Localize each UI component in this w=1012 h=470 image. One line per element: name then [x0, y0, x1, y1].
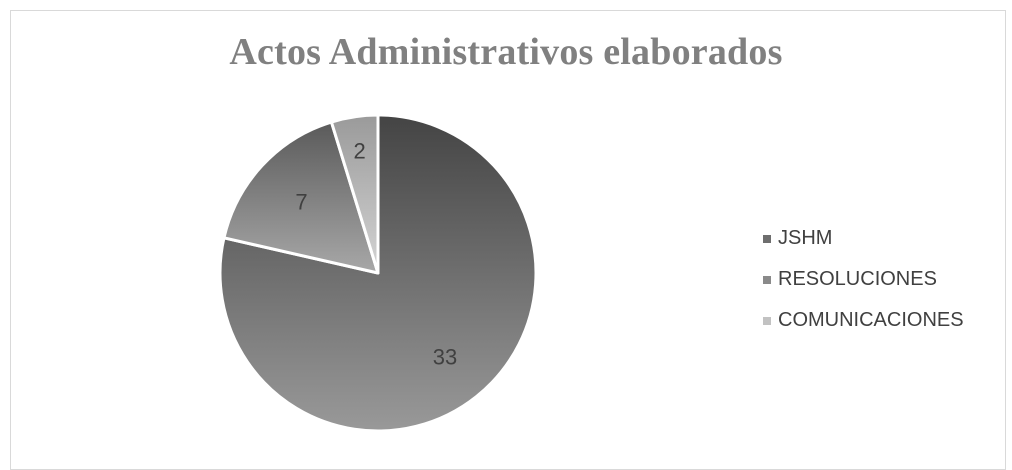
- legend-label: JSHM: [778, 227, 833, 249]
- pie-chart: 33 7 2: [218, 113, 538, 433]
- legend-item-resoluciones: RESOLUCIONES: [763, 259, 964, 300]
- pie-slices: [218, 113, 538, 433]
- data-label-comunicaciones: 2: [354, 139, 366, 164]
- data-label-jshm: 33: [433, 344, 457, 369]
- legend-label: COMUNICACIONES: [778, 309, 964, 331]
- legend-swatch: [763, 234, 771, 243]
- data-label-resoluciones: 7: [295, 190, 307, 215]
- legend: JSHM RESOLUCIONES COMUNICACIONES: [763, 218, 964, 341]
- legend-label: RESOLUCIONES: [778, 268, 937, 290]
- chart-title: Actos Administrativos elaborados: [229, 31, 783, 73]
- legend-item-comunicaciones: COMUNICACIONES: [763, 300, 964, 341]
- legend-item-jshm: JSHM: [763, 218, 964, 259]
- pie-slice-resoluciones: [222, 120, 380, 275]
- legend-swatch: [763, 316, 771, 325]
- pie-slice-comunicaciones: [329, 113, 380, 275]
- pie-data-labels: 33 7 2: [295, 139, 457, 370]
- legend-swatch: [763, 275, 771, 284]
